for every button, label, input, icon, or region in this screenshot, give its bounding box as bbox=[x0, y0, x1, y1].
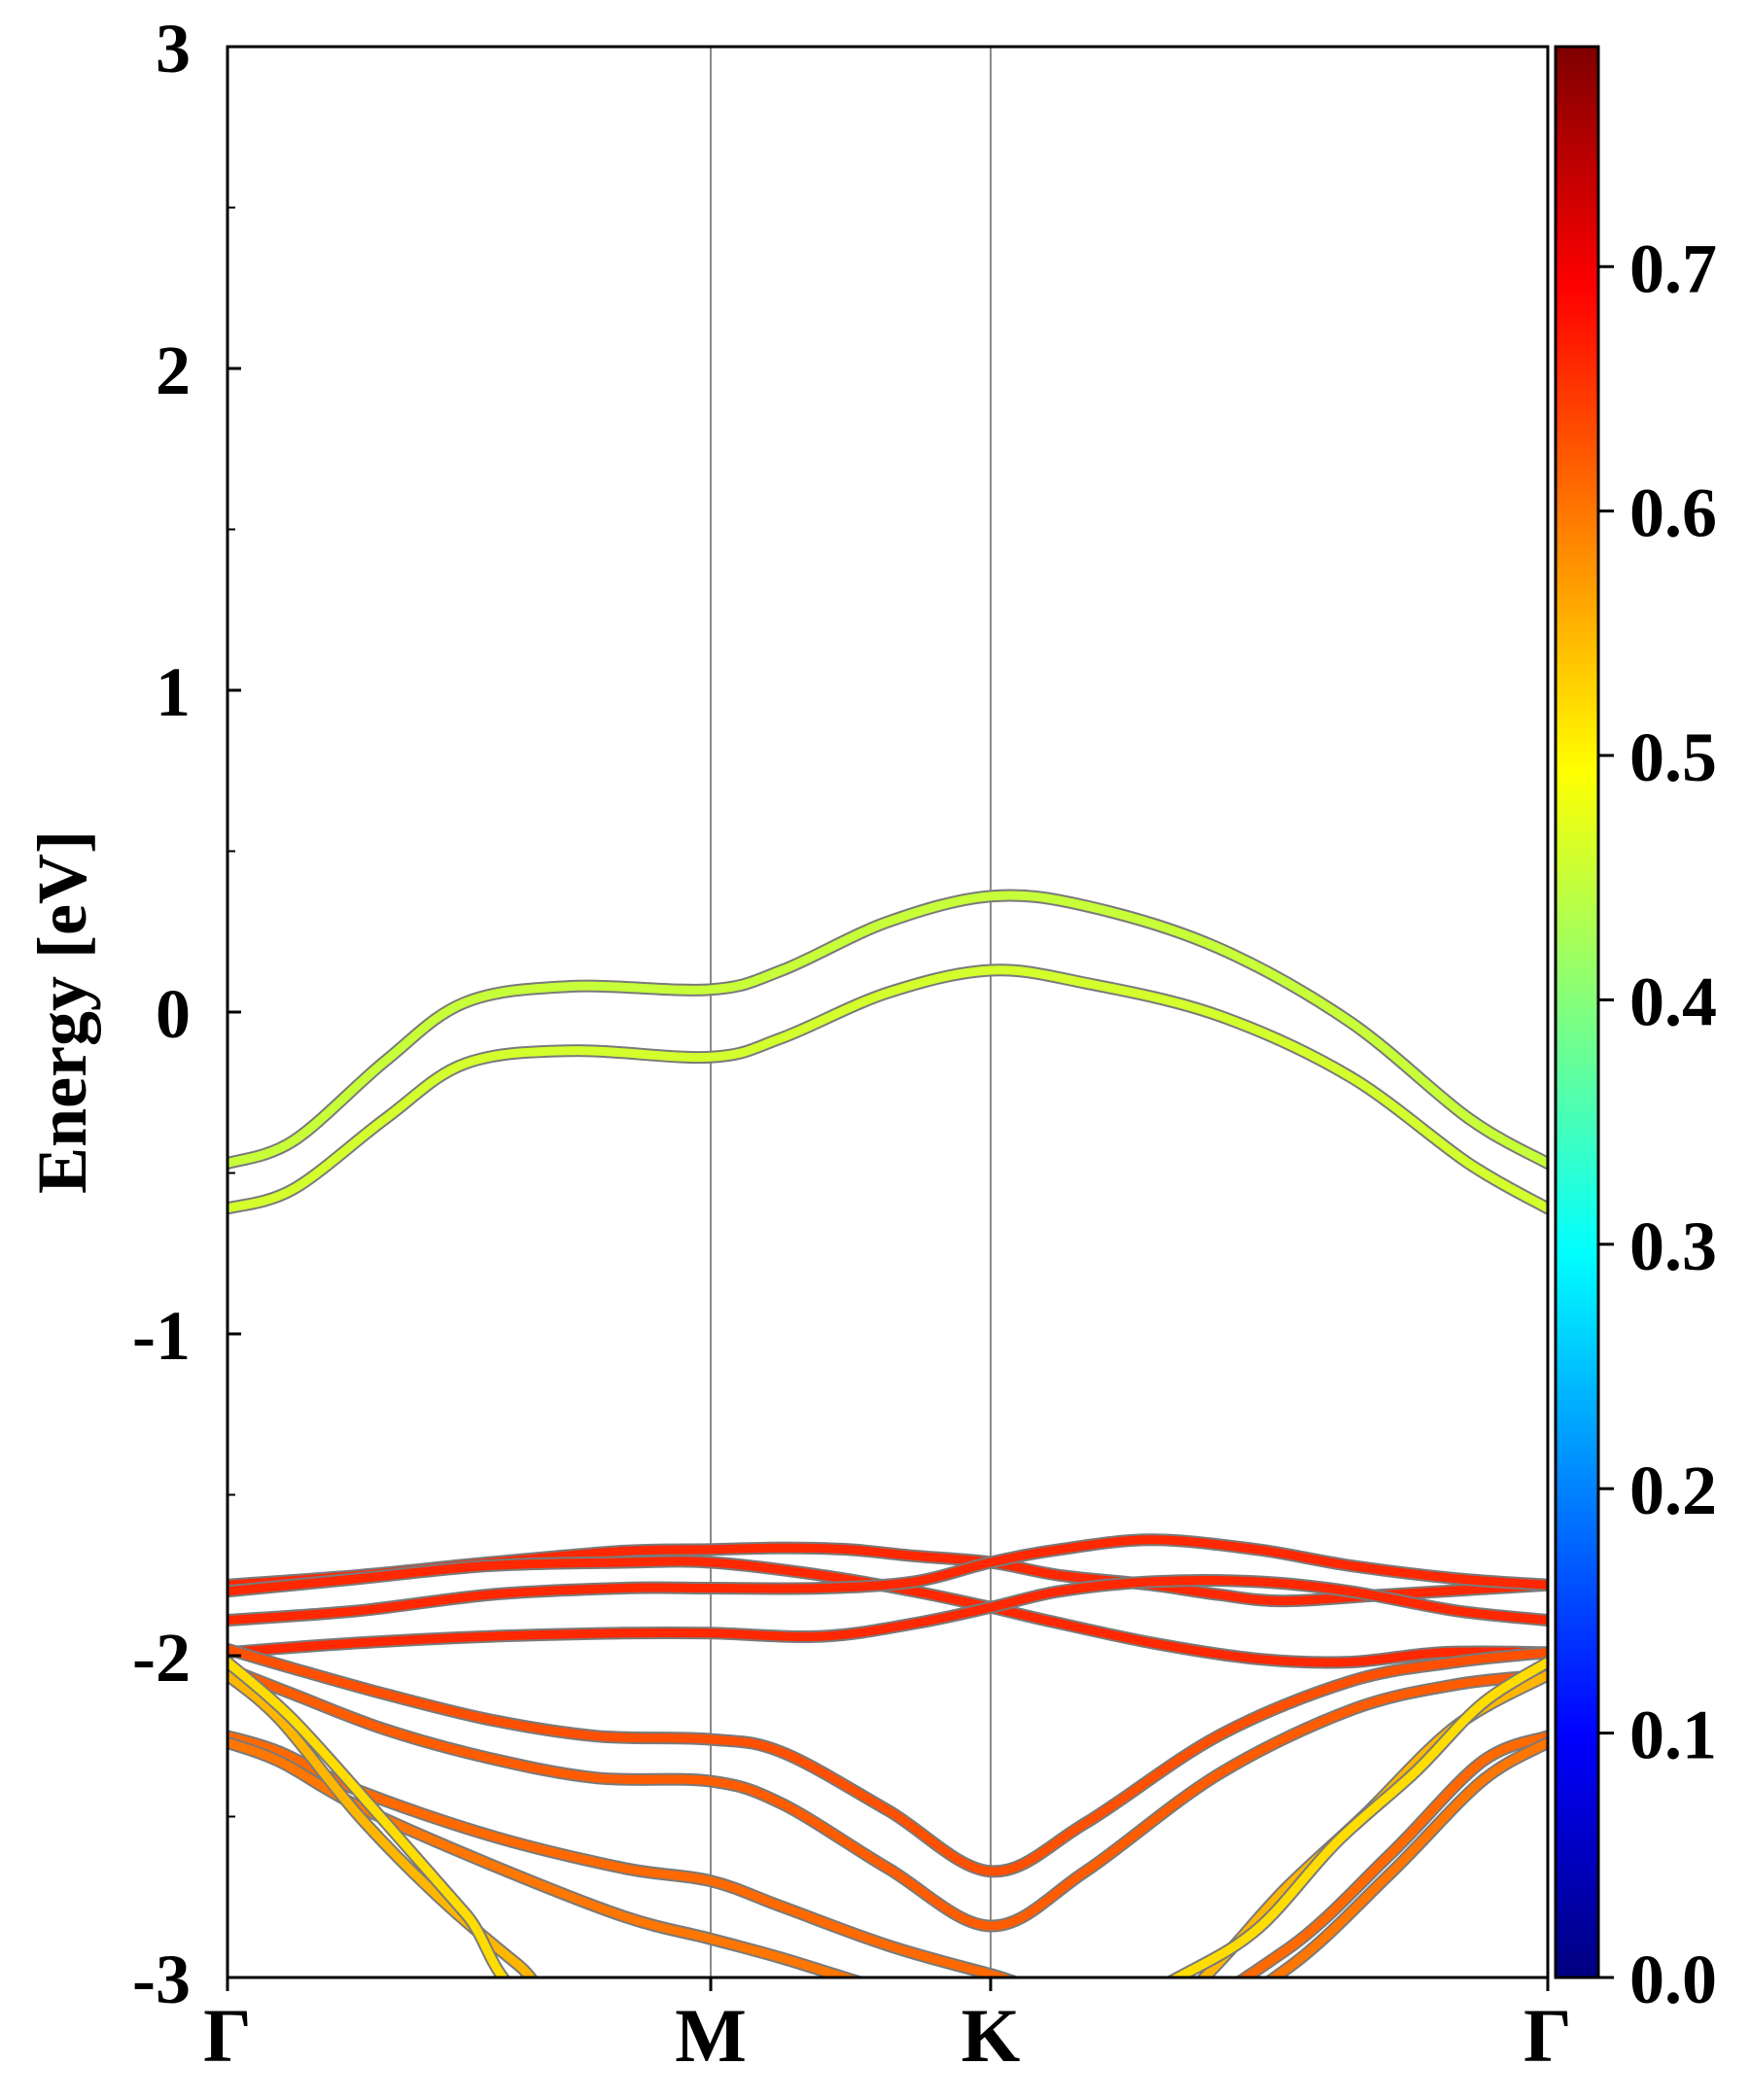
band-vb-7 bbox=[228, 1730, 1548, 1978]
x-tick-label: Γ bbox=[203, 1993, 252, 2078]
band-vb-8 bbox=[228, 1735, 1548, 1978]
band-cb-lower bbox=[228, 963, 1548, 1215]
y-tick-label: 1 bbox=[156, 653, 191, 731]
x-tick-label: Γ bbox=[1523, 1993, 1572, 2078]
colorbar-tick-label: 0.6 bbox=[1629, 474, 1717, 552]
colorbar-gradient bbox=[1554, 45, 1600, 1979]
colorbar-ticks: 0.0 0.1 0.2 0.3 0.4 0.5 0.6 0.7 bbox=[1598, 229, 1717, 2018]
band-vb-4 bbox=[228, 1574, 1548, 1660]
y-tick-label: -3 bbox=[132, 1941, 191, 2018]
band-outline bbox=[228, 1555, 1548, 1669]
band-vb-6 bbox=[228, 1662, 1548, 1933]
x-tick-label: M bbox=[675, 1993, 747, 2078]
band-line bbox=[228, 1663, 1548, 1931]
x-tick-label: K bbox=[962, 1993, 1021, 2078]
colorbar-tick-label: 0.5 bbox=[1629, 718, 1717, 796]
band-line bbox=[228, 1644, 1548, 1876]
band-line bbox=[228, 1658, 1548, 1978]
band-line bbox=[228, 1576, 1548, 1658]
band-vb-5 bbox=[228, 1642, 1548, 1878]
high-symmetry-lines bbox=[710, 47, 992, 1978]
colorbar-tick-label: 0.1 bbox=[1629, 1697, 1717, 1774]
band-vb-2 bbox=[228, 1555, 1548, 1669]
y-axis: 3 2 1 0 -1 -2 -3 bbox=[132, 10, 241, 2018]
band-vb-10 bbox=[228, 1656, 1548, 1978]
band-line bbox=[228, 1535, 1548, 1626]
band-line bbox=[228, 965, 1548, 1213]
y-tick-label: -1 bbox=[132, 1297, 191, 1375]
band-line bbox=[228, 1557, 1548, 1667]
colorbar-tick-label: 0.4 bbox=[1629, 962, 1717, 1040]
band-line bbox=[228, 1732, 1548, 1978]
y-tick-label: 3 bbox=[156, 10, 191, 88]
y-tick-label: -2 bbox=[132, 1619, 191, 1697]
colorbar-tick-label: 0.0 bbox=[1629, 1941, 1717, 2018]
y-tick-label: 2 bbox=[156, 332, 191, 409]
band-line bbox=[228, 1737, 1548, 1978]
colorbar-tick-label: 0.3 bbox=[1629, 1208, 1717, 1285]
colorbar-tick-label: 0.7 bbox=[1629, 229, 1717, 307]
band-line bbox=[228, 891, 1548, 1169]
bands bbox=[228, 889, 1548, 1978]
colorbar: 0.0 0.1 0.2 0.3 0.4 0.5 0.6 0.7 bbox=[1554, 45, 1717, 2018]
y-tick-label: 0 bbox=[156, 975, 191, 1053]
band-vb-3 bbox=[228, 1533, 1548, 1628]
y-axis-title: Energy [eV] bbox=[23, 830, 101, 1194]
colorbar-tick-label: 0.2 bbox=[1629, 1452, 1717, 1529]
band-cb-upper bbox=[228, 889, 1548, 1171]
